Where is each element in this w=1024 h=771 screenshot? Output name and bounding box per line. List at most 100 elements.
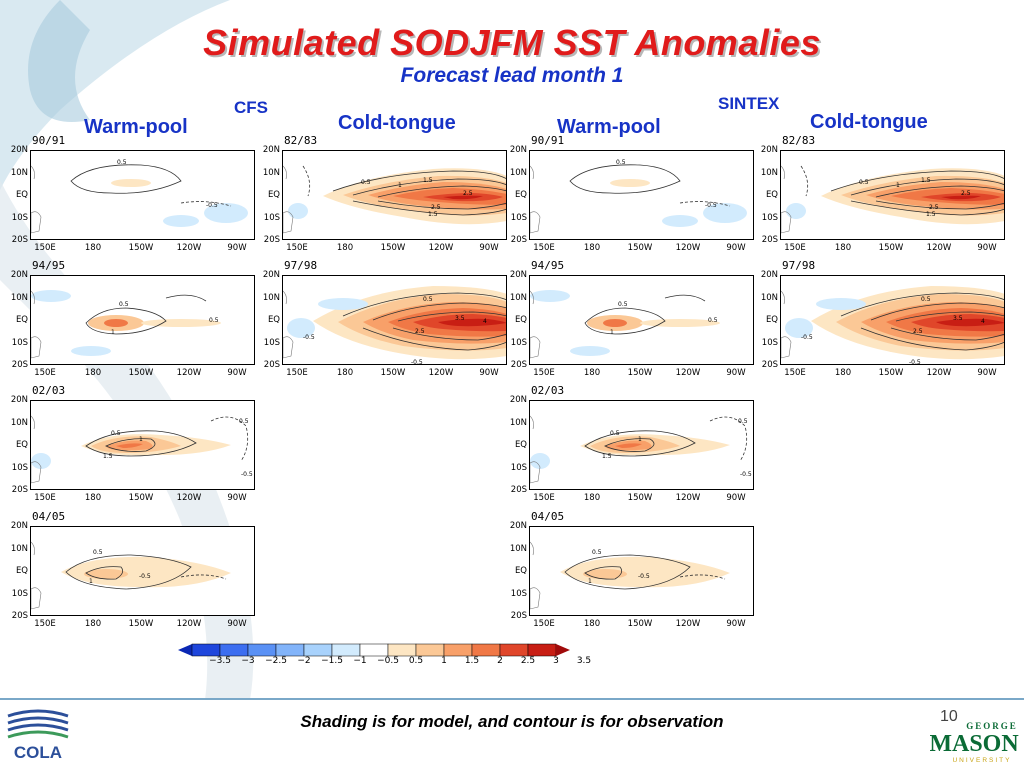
latitude-tick-label: 20S xyxy=(263,360,280,370)
latitude-tick-label: EQ xyxy=(15,440,28,450)
color-scale-bar xyxy=(178,643,608,662)
svg-text:2.5: 2.5 xyxy=(431,204,441,211)
cold-tongue-label-cfs: Cold-tongue xyxy=(338,112,456,134)
svg-text:2.5: 2.5 xyxy=(929,204,939,211)
longitude-tick-label: 150W xyxy=(878,368,904,378)
latitude-tick-label: EQ xyxy=(15,190,28,200)
svg-text:0.5: 0.5 xyxy=(423,296,433,303)
svg-text:0.5: 0.5 xyxy=(93,549,103,556)
sst-anomaly-map: 0.5 3.5 2.5 4 -0.5 -0.5 xyxy=(780,275,1005,365)
svg-text:2.5: 2.5 xyxy=(961,190,971,197)
sst-anomaly-map: 0.5 3.5 2.5 4 -0.5 -0.5 xyxy=(282,275,507,365)
longitude-tick-label: 120W xyxy=(675,368,701,378)
latitude-tick-label: 20N xyxy=(760,145,778,155)
svg-text:0.5: 0.5 xyxy=(117,159,127,166)
latitude-tick-label: 20N xyxy=(10,270,28,280)
latitude-tick-label: EQ xyxy=(267,190,280,200)
color-scale-swatch xyxy=(219,643,249,657)
latitude-tick-label: 10S xyxy=(11,337,28,348)
latitude-tick-label: 10S xyxy=(11,212,28,223)
latitude-tick-label: 10S xyxy=(11,462,28,473)
panel-season-label: 82/83 xyxy=(782,134,816,147)
panel-season-label: 02/03 xyxy=(531,384,565,397)
longitude-tick-label: 150E xyxy=(34,243,56,253)
color-scale-swatch xyxy=(387,643,417,657)
longitude-tick-label: 150W xyxy=(878,243,904,253)
latitude-tick-label: 10N xyxy=(10,167,28,178)
longitude-tick-label: 150W xyxy=(627,243,653,253)
svg-text:0.5: 0.5 xyxy=(239,418,249,425)
longitude-tick-label: 150E xyxy=(784,243,806,253)
svg-text:1: 1 xyxy=(588,578,592,585)
latitude-tick-label: 10N xyxy=(262,167,280,178)
latitude-tick-label: 10N xyxy=(509,417,527,428)
svg-text:MASON: MASON xyxy=(930,731,1019,757)
longitude-tick-label: 180 xyxy=(583,493,601,503)
sst-anomaly-map: 0.5 -0.5 xyxy=(529,150,754,240)
latitude-tick-label: 20S xyxy=(510,360,527,370)
latitude-tick-label: 10N xyxy=(262,292,280,303)
svg-text:0.5: 0.5 xyxy=(616,159,626,166)
longitude-tick-label: 180 xyxy=(583,243,601,253)
color-scale-swatch xyxy=(191,643,221,657)
slide-subtitle: Forecast lead month 1 xyxy=(400,64,624,87)
color-scale-tick-label: 0.5 xyxy=(408,656,424,666)
panel-season-label: 90/91 xyxy=(531,134,565,147)
latitude-tick-label: 10N xyxy=(760,292,778,303)
svg-text:3.5: 3.5 xyxy=(953,315,963,322)
longitude-tick-label: 150E xyxy=(533,243,555,253)
latitude-tick-label: 20S xyxy=(11,235,28,245)
sst-anomaly-map: 0.5 1 1.5 2.5 2.5 1.5 xyxy=(282,150,507,240)
color-scale-swatch xyxy=(303,643,333,657)
latitude-tick-label: EQ xyxy=(765,315,778,325)
latitude-tick-label: 10S xyxy=(510,588,527,599)
latitude-tick-label: 20S xyxy=(510,485,527,495)
svg-text:-0.5: -0.5 xyxy=(740,471,752,478)
sst-anomaly-map: 0.5 1 1.5 2.5 2.5 1.5 xyxy=(780,150,1005,240)
color-scale-tick-label: −3 xyxy=(241,656,255,666)
longitude-tick-label: 90W xyxy=(479,243,499,253)
panel-season-label: 02/03 xyxy=(32,384,66,397)
color-scale-swatch xyxy=(443,643,473,657)
color-scale-swatch xyxy=(499,643,529,657)
latitude-tick-label: 10N xyxy=(10,543,28,554)
longitude-tick-label: 150E xyxy=(286,243,308,253)
svg-text:-0.5: -0.5 xyxy=(303,334,315,341)
latitude-tick-label: EQ xyxy=(514,190,527,200)
color-scale-tick-label: −1 xyxy=(353,656,367,666)
svg-text:-0.5: -0.5 xyxy=(909,359,921,365)
color-scale-swatch xyxy=(415,643,445,657)
panel-season-label: 94/95 xyxy=(531,259,565,272)
slide-title: Simulated SODJFM SST Anomalies xyxy=(203,22,821,63)
panel-season-label: 97/98 xyxy=(782,259,816,272)
longitude-tick-label: 90W xyxy=(977,243,997,253)
latitude-tick-label: 20S xyxy=(11,485,28,495)
latitude-tick-label: 10S xyxy=(11,588,28,599)
latitude-tick-label: EQ xyxy=(267,315,280,325)
panel-season-label: 82/83 xyxy=(284,134,318,147)
svg-text:0.5: 0.5 xyxy=(209,317,219,324)
svg-text:0.5: 0.5 xyxy=(859,179,869,186)
latitude-tick-label: 10N xyxy=(10,292,28,303)
svg-text:2.5: 2.5 xyxy=(415,328,425,335)
svg-text:0.5: 0.5 xyxy=(618,301,628,308)
longitude-tick-label: 180 xyxy=(583,368,601,378)
latitude-tick-label: 10S xyxy=(510,212,527,223)
latitude-tick-label: 20S xyxy=(510,235,527,245)
longitude-tick-label: 180 xyxy=(834,368,852,378)
svg-text:-0.5: -0.5 xyxy=(801,334,813,341)
longitude-tick-label: 90W xyxy=(726,619,746,629)
latitude-tick-label: 20S xyxy=(761,235,778,245)
sst-anomaly-map: 0.5 1 1.5 0.5 -0.5 xyxy=(30,400,255,490)
longitude-tick-label: 150E xyxy=(533,493,555,503)
latitude-tick-label: 20N xyxy=(10,521,28,531)
svg-text:-0.5: -0.5 xyxy=(411,359,423,365)
longitude-tick-label: 150W xyxy=(128,493,154,503)
longitude-tick-label: 150E xyxy=(533,368,555,378)
longitude-tick-label: 180 xyxy=(336,368,354,378)
sintex-label: SINTEX xyxy=(718,94,780,113)
latitude-tick-label: 10S xyxy=(263,337,280,348)
longitude-tick-label: 150E xyxy=(286,368,308,378)
svg-text:1: 1 xyxy=(398,182,402,189)
longitude-tick-label: 120W xyxy=(176,619,202,629)
